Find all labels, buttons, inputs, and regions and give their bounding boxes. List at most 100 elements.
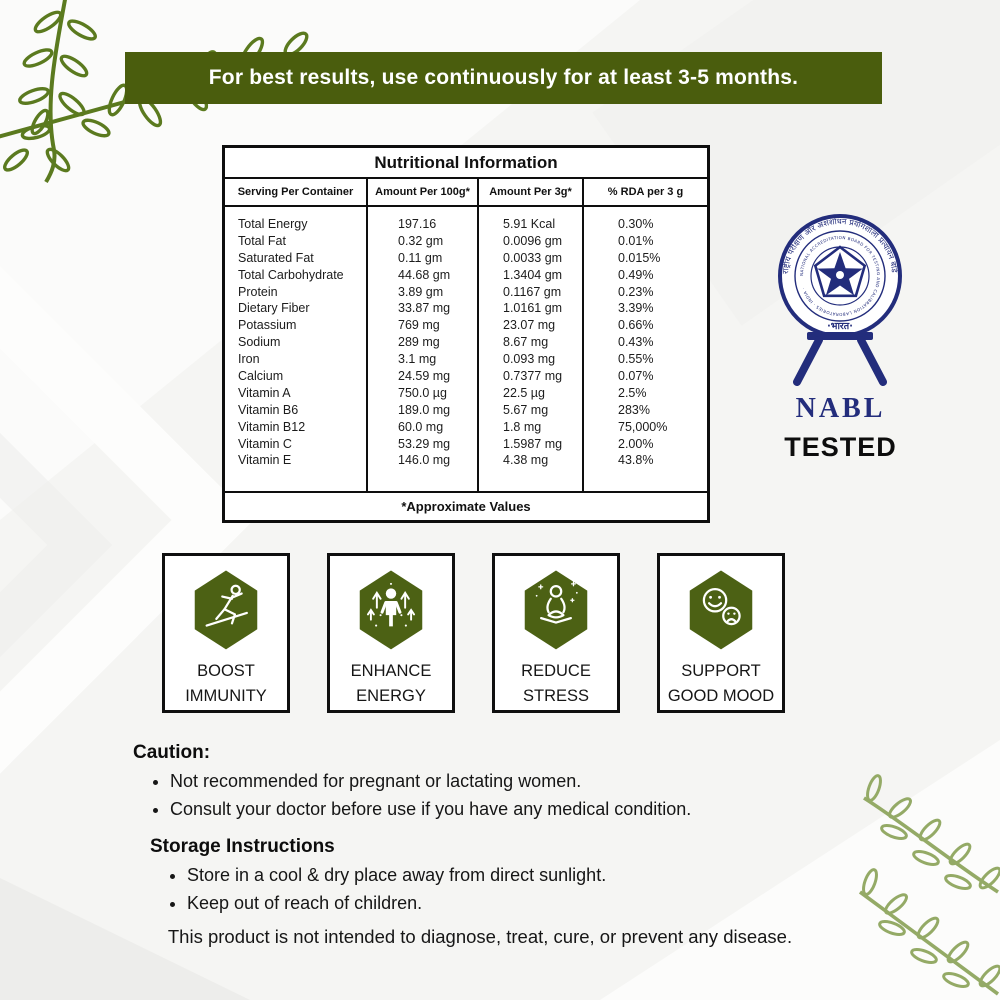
benefits-row: BOOST IMMUNITY bbox=[162, 553, 785, 713]
nutrition-cell-name: Calcium bbox=[238, 369, 284, 384]
nutrition-cell-rda: 0.55% bbox=[618, 352, 654, 367]
column-header-per-3g: Amount Per 3g* bbox=[477, 179, 582, 205]
nutrition-cell-per_3g: 1.8 mg bbox=[503, 419, 542, 434]
nabl-wordmark: NABL bbox=[795, 393, 886, 424]
benefit-label-line1: BOOST bbox=[197, 661, 255, 680]
energized-person-icon bbox=[359, 570, 423, 650]
amount-per-3g-column: 5.91 Kcal 0.0096 gm 0.0033 gm 1.3404 gm 0.11… bbox=[477, 207, 582, 491]
nutrition-cell-per_3g: 0.093 mg bbox=[503, 352, 556, 367]
disclaimer-text: This product is not intended to diagnose… bbox=[167, 926, 793, 947]
nutrition-cell-per_100g: 53.29 mg bbox=[398, 436, 451, 451]
nutrition-cell-rda: 0.66% bbox=[618, 318, 654, 333]
nutrition-cell-name: Dietary Fiber bbox=[238, 301, 310, 316]
nutrition-cell-per_3g: 1.0161 gm bbox=[503, 301, 563, 316]
branch-decoration-top-left-icon bbox=[0, 0, 310, 184]
nutrition-cell-name: Total Fat bbox=[238, 233, 286, 248]
nutrition-cell-rda: 0.30% bbox=[618, 217, 654, 231]
nutrition-cell-rda: 0.49% bbox=[618, 267, 654, 282]
benefit-label-line1: REDUCE bbox=[521, 661, 591, 680]
nutrition-cell-per_100g: 24.59 mg bbox=[398, 369, 451, 384]
nutrition-cell-rda: 2.00% bbox=[618, 436, 654, 451]
benefit-label: BOOST IMMUNITY bbox=[185, 659, 267, 710]
benefit-label: ENHANCE ENERGY bbox=[351, 659, 432, 710]
branch-decoration-bottom-right-icon bbox=[858, 774, 1000, 996]
nutrition-cell-rda: 283% bbox=[618, 402, 650, 417]
benefit-label-line2: GOOD MOOD bbox=[667, 687, 775, 706]
nutrition-cell-rda: 2.5% bbox=[618, 385, 647, 400]
benefit-card-boost-immunity: BOOST IMMUNITY bbox=[162, 553, 290, 713]
nutrition-cell-per_3g: 1.3404 gm bbox=[503, 267, 563, 282]
nutrition-cell-rda: 43.8% bbox=[618, 453, 654, 468]
nutrition-cell-rda: 3.39% bbox=[618, 301, 654, 316]
nutrition-table-title: Nutritional Information bbox=[225, 148, 707, 179]
nutrition-cell-per_3g: 22.5 µg bbox=[503, 385, 545, 400]
nutrition-cell-rda: 0.015% bbox=[618, 250, 661, 265]
nabl-seal-icon: राष्ट्रीय परीक्षण और अंशशोधन प्रयोगशाला … bbox=[778, 214, 902, 386]
caution-item: Not recommended for pregnant or lactatin… bbox=[170, 771, 691, 792]
nutrition-cell-rda: 0.23% bbox=[618, 284, 654, 299]
nutrition-cell-name: Potassium bbox=[238, 318, 297, 333]
meditating-person-icon bbox=[524, 570, 588, 650]
seal-legs bbox=[793, 336, 887, 386]
tested-label: TESTED bbox=[784, 432, 897, 462]
nutrition-cell-per_3g: 0.1167 gm bbox=[503, 284, 562, 299]
nabl-star-icon bbox=[813, 245, 867, 298]
nutrition-cell-name: Iron bbox=[238, 352, 260, 367]
usage-banner: For best results, use continuously for a… bbox=[125, 52, 882, 104]
benefit-card-support-good-mood: SUPPORT GOOD MOOD bbox=[657, 553, 785, 713]
mood-faces-icon bbox=[689, 570, 753, 650]
nabl-country-label: ·भारत· bbox=[827, 321, 853, 332]
storage-list: Store in a cool & dry place away from di… bbox=[150, 865, 606, 914]
running-person-icon bbox=[194, 570, 258, 650]
nutrition-cell-per_100g: 44.68 gm bbox=[398, 267, 451, 282]
benefit-label-line2: ENERGY bbox=[356, 687, 426, 706]
nutrition-cell-rda: 75,000% bbox=[618, 419, 668, 434]
nutrition-cell-name: Protein bbox=[238, 284, 278, 299]
storage-item: Store in a cool & dry place away from di… bbox=[187, 865, 606, 886]
benefit-label-line2: STRESS bbox=[522, 687, 590, 706]
nutrient-name-column: Total Energy Total Fat Saturated Fat Total … bbox=[225, 207, 366, 491]
seal-stand bbox=[807, 332, 873, 340]
nutrition-cell-per_100g: 146.0 mg bbox=[398, 453, 451, 468]
nutrition-cell-name: Vitamin B12 bbox=[238, 419, 306, 434]
nabl-certification: राष्ट्रीय परीक्षण और अंशशोधन प्रयोगशाला … bbox=[763, 210, 918, 463]
nutrition-cell-per_100g: 33.87 mg bbox=[398, 301, 451, 316]
nutrition-cell-name: Total Energy bbox=[238, 217, 308, 231]
usage-banner-text: For best results, use continuously for a… bbox=[208, 66, 799, 89]
nutrition-cell-rda: 0.01% bbox=[618, 233, 654, 248]
nutrition-cell-per_3g: 1.5987 mg bbox=[503, 436, 563, 451]
nutrition-cell-rda: 0.07% bbox=[618, 369, 654, 384]
nutrition-cell-name: Total Carbohydrate bbox=[238, 267, 344, 282]
nutrition-cell-per_3g: 0.0096 gm bbox=[503, 233, 563, 248]
nutrition-cell-per_100g: 0.11 gm bbox=[398, 250, 443, 265]
amount-per-100g-column: 197.16 0.32 gm 0.11 gm 44.68 gm 3.89 gm 33.87… bbox=[366, 207, 477, 491]
storage-item: Keep out of reach of children. bbox=[187, 893, 606, 914]
storage-heading: Storage Instructions bbox=[150, 836, 335, 857]
nutrition-cell-per_100g: 189.0 mg bbox=[398, 402, 451, 417]
nutrition-table-header: Serving Per Container Amount Per 100g* A… bbox=[225, 179, 707, 207]
nutrition-cell-per_3g: 4.38 mg bbox=[503, 453, 549, 468]
benefit-label-line1: SUPPORT bbox=[681, 661, 761, 680]
nutrition-cell-per_100g: 3.1 mg bbox=[398, 352, 437, 367]
nutrition-cell-per_3g: 8.67 mg bbox=[503, 335, 549, 350]
nutrition-table: Nutritional Information Serving Per Cont… bbox=[222, 145, 710, 523]
nutrition-cell-per_3g: 5.91 Kcal bbox=[503, 217, 556, 231]
column-header-rda: % RDA per 3 g bbox=[582, 179, 707, 205]
benefit-label: SUPPORT GOOD MOOD bbox=[668, 659, 774, 710]
approximate-values-note: *Approximate Values bbox=[225, 491, 707, 520]
nutrition-cell-name: Vitamin C bbox=[238, 436, 292, 451]
nutrition-cell-name: Vitamin E bbox=[238, 453, 292, 468]
nutrition-cell-rda: 0.43% bbox=[618, 335, 654, 350]
benefit-label-line1: ENHANCE bbox=[350, 661, 432, 680]
nutrition-cell-name: Vitamin A bbox=[238, 385, 291, 400]
nutrition-cell-name: Sodium bbox=[238, 335, 281, 350]
nutrition-cell-per_100g: 289 mg bbox=[398, 335, 440, 350]
nutrition-cell-per_100g: 3.89 gm bbox=[398, 284, 444, 299]
storage-section: Storage Instructions Store in a cool & d… bbox=[150, 836, 606, 921]
rda-percent-column: 0.30% 0.01% 0.015% 0.49% 0.23% 3.39% 0.66% 0.43… bbox=[582, 207, 707, 491]
caution-heading: Caution: bbox=[133, 742, 211, 763]
benefit-card-reduce-stress: REDUCE STRESS bbox=[492, 553, 620, 713]
nutrition-cell-per_3g: 0.7377 mg bbox=[503, 369, 563, 384]
nutrition-cell-per_100g: 0.32 gm bbox=[398, 233, 444, 248]
